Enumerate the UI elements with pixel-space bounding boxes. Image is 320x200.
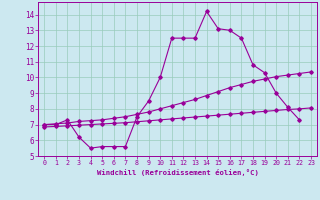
X-axis label: Windchill (Refroidissement éolien,°C): Windchill (Refroidissement éolien,°C) [97, 169, 259, 176]
